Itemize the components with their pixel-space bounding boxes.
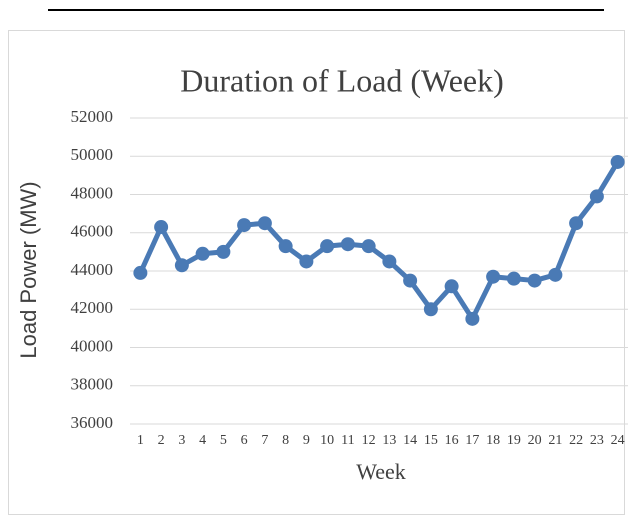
line-marker (237, 218, 251, 232)
x-tick-label: 21 (548, 433, 562, 448)
y-tick-label: 50000 (71, 145, 114, 164)
y-tick-label: 48000 (71, 183, 114, 202)
line-marker (320, 239, 334, 253)
x-tick-label: 7 (261, 433, 268, 448)
x-tick-label: 8 (282, 433, 289, 448)
line-marker (445, 279, 459, 293)
line-marker (175, 258, 189, 272)
y-tick-label: 42000 (71, 298, 114, 317)
line-marker (486, 270, 500, 284)
line-marker (382, 254, 396, 268)
x-tick-label: 19 (507, 433, 521, 448)
x-tick-label: 5 (220, 433, 227, 448)
y-tick-label: 36000 (71, 413, 114, 432)
line-marker (424, 302, 438, 316)
line-marker (279, 239, 293, 253)
line-marker (133, 266, 147, 280)
chart-title: Duration of Load (Week) (180, 62, 504, 98)
y-tick-label: 46000 (71, 222, 114, 241)
y-tick-label: 52000 (71, 107, 114, 126)
x-tick-label: 10 (320, 433, 334, 448)
x-tick-label: 1 (137, 433, 144, 448)
y-axis-label: Load Power (MW) (16, 181, 41, 358)
line-marker (362, 239, 376, 253)
line-marker (548, 268, 562, 282)
line-marker (611, 155, 625, 169)
line-marker (507, 272, 521, 286)
x-tick-label: 3 (178, 433, 185, 448)
y-tick-label: 38000 (71, 375, 114, 394)
line-marker (569, 216, 583, 230)
line-marker (258, 216, 272, 230)
x-tick-label: 13 (382, 433, 396, 448)
line-marker (196, 247, 210, 261)
x-tick-label: 14 (403, 433, 417, 448)
x-tick-label: 24 (611, 433, 625, 448)
x-tick-label: 12 (362, 433, 376, 448)
x-tick-label: 23 (590, 433, 604, 448)
y-tick-label: 44000 (71, 260, 114, 279)
x-tick-label: 15 (424, 433, 438, 448)
x-tick-label: 18 (486, 433, 500, 448)
x-tick-label: 17 (465, 433, 479, 448)
line-marker (590, 189, 604, 203)
line-marker (528, 274, 542, 288)
x-tick-label: 2 (158, 433, 165, 448)
line-series (140, 162, 617, 319)
line-marker (465, 312, 479, 326)
x-tick-label: 20 (528, 433, 542, 448)
x-tick-label: 6 (241, 433, 248, 448)
x-axis-label: Week (356, 459, 406, 484)
x-tick-label: 16 (445, 433, 459, 448)
x-tick-label: 22 (569, 433, 583, 448)
y-tick-label: 40000 (71, 336, 114, 355)
line-marker (216, 245, 230, 259)
x-tick-label: 4 (199, 433, 206, 448)
x-tick-label: 9 (303, 433, 310, 448)
x-tick-label: 11 (341, 433, 354, 448)
line-marker (299, 254, 313, 268)
line-marker (341, 237, 355, 251)
line-marker (154, 220, 168, 234)
line-marker (403, 274, 417, 288)
chart: Duration of Load (Week) Load Power (MW) … (0, 0, 634, 523)
